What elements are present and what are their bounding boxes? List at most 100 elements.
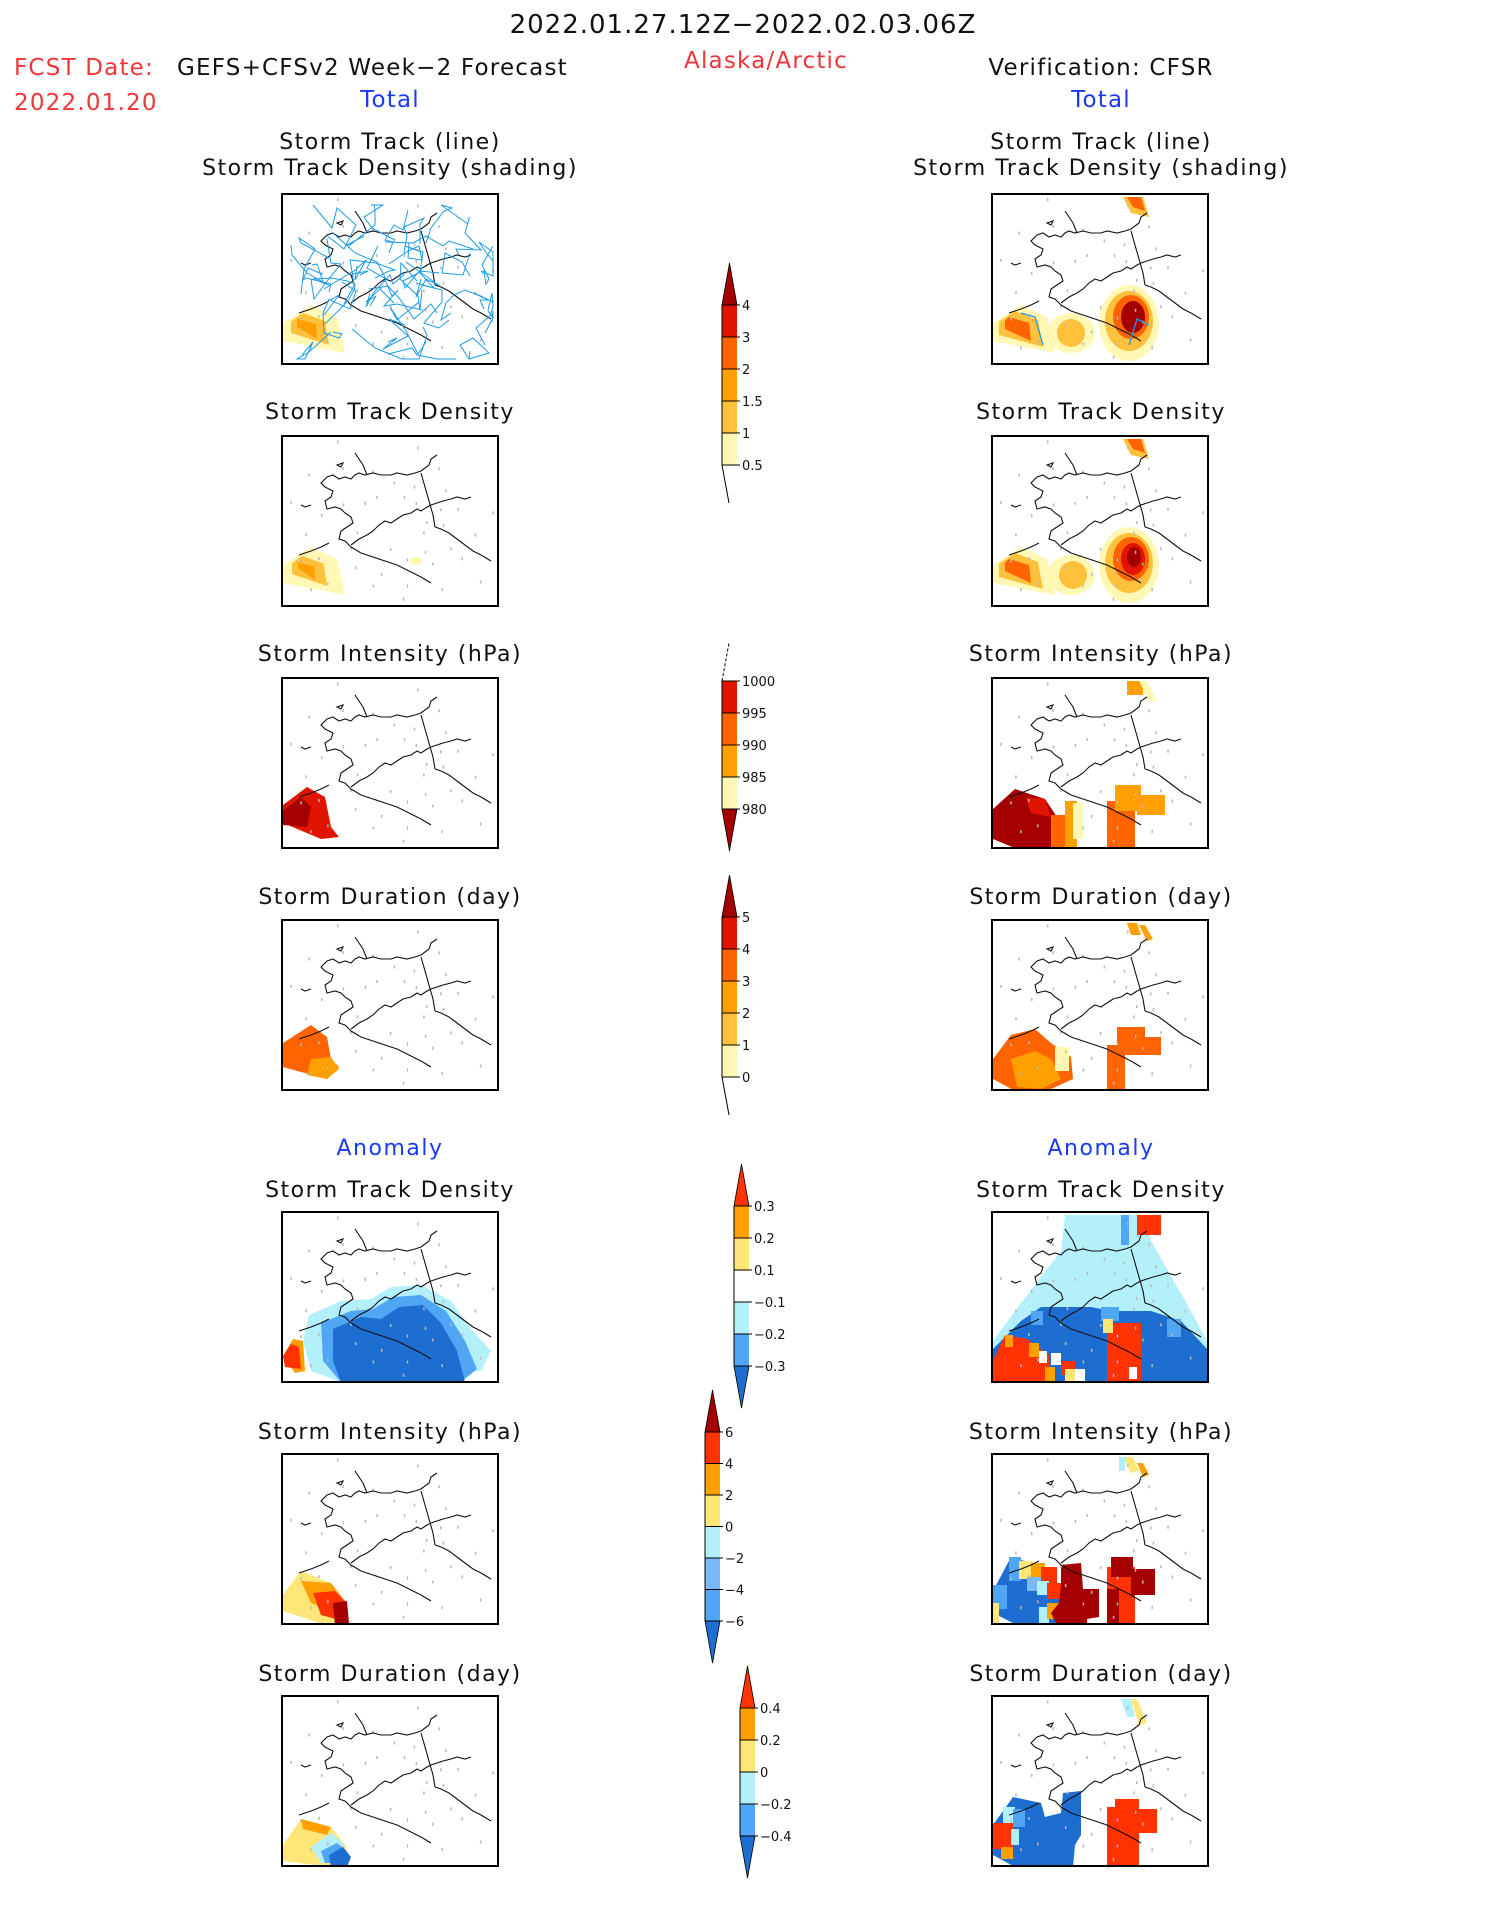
map-right-anom-intensity xyxy=(991,1453,1209,1625)
graticule-tick xyxy=(1074,1277,1077,1281)
storm-track-line xyxy=(459,337,490,360)
graticule-tick xyxy=(1133,1015,1135,1019)
anomaly-cell xyxy=(1137,1463,1149,1477)
graticule-tick xyxy=(372,470,374,474)
intensity-cell xyxy=(1115,785,1141,811)
graticule-tick xyxy=(1150,1526,1152,1530)
coastline-segment xyxy=(320,938,438,1032)
coastline xyxy=(298,452,492,584)
colorbar-tick-label: 985 xyxy=(742,771,767,786)
graticule-tick xyxy=(402,1857,405,1861)
coastline-segment xyxy=(1144,1544,1202,1580)
graticule-tick xyxy=(1103,481,1106,485)
graticule-tick xyxy=(457,1283,459,1287)
graticule-tick xyxy=(1082,470,1084,474)
graticule-tick xyxy=(406,342,409,346)
graticule-tick xyxy=(1134,1034,1137,1038)
coastline-segment xyxy=(1144,1010,1202,1046)
graticule-tick xyxy=(442,523,445,527)
colorbar-tick-label: −2 xyxy=(725,1552,744,1567)
colorbar-anom-intensity: 6 4 2 0 −2 −4 −6 xyxy=(704,1389,744,1664)
graticule-tick xyxy=(1064,1584,1067,1588)
colorbar-extend-min xyxy=(704,1620,721,1664)
graticule-tick xyxy=(1090,572,1093,576)
coastline-segment xyxy=(350,788,432,826)
graticule-tick xyxy=(305,533,307,537)
coastline-segment xyxy=(1130,1248,1146,1304)
graticule-tick xyxy=(423,1791,425,1795)
graticule-tick xyxy=(403,738,406,742)
graticule-tick xyxy=(1150,266,1152,270)
graticule-tick xyxy=(1052,225,1054,228)
map-right-anom-track-density xyxy=(991,1211,1209,1383)
graticule-tick xyxy=(1171,1333,1173,1337)
graticule-tick xyxy=(305,775,307,779)
graticule-tick xyxy=(1136,1297,1138,1300)
graticule-tick xyxy=(1136,1539,1138,1542)
right-title-anom-duration: Storm Duration (day) xyxy=(969,1662,1233,1687)
coastline-segment xyxy=(434,526,492,562)
coastline-segment xyxy=(335,1722,345,1728)
graticule-tick xyxy=(380,330,383,334)
storm-track-line xyxy=(399,261,423,311)
coastline-segment xyxy=(350,1514,472,1564)
graticule-tick xyxy=(1047,1458,1049,1462)
graticule-tick xyxy=(1052,503,1055,507)
graticule-tick xyxy=(1060,1323,1062,1326)
graticule-tick xyxy=(1037,1358,1039,1362)
colorbar-tick-label: 4 xyxy=(742,943,750,958)
coastline-segment xyxy=(320,1472,438,1566)
graticule-tick xyxy=(1018,715,1020,719)
graticule-tick xyxy=(1082,1730,1084,1734)
graticule-tick xyxy=(402,597,405,601)
graticule-tick xyxy=(1133,1307,1135,1311)
storm-track-line xyxy=(324,270,369,325)
graticule-tick xyxy=(1136,1005,1138,1008)
coastline-segment xyxy=(1064,1712,1078,1736)
storm-track-line xyxy=(484,310,494,334)
coastline xyxy=(1008,452,1202,584)
coastline-segment xyxy=(1060,1564,1142,1602)
graticule-tick xyxy=(356,531,359,535)
anomaly-cell xyxy=(1167,1319,1181,1337)
coastline-segment xyxy=(1064,452,1078,476)
graticule-tick xyxy=(1171,1575,1173,1579)
graticule-tick xyxy=(1112,839,1115,843)
graticule-tick xyxy=(424,1568,427,1572)
coastline-segment xyxy=(354,1470,368,1494)
colorbar-total-track-density: 4 3 2 1.5 1 0.5 xyxy=(721,262,763,504)
graticule-tick xyxy=(310,346,312,350)
left-title-anom-track-density: Storm Track Density xyxy=(265,1178,515,1203)
graticule-tick xyxy=(290,500,292,504)
colorbar-tick-label: 3 xyxy=(742,331,750,346)
graticule-tick xyxy=(424,1810,427,1814)
graticule-tick xyxy=(442,1541,445,1545)
coastline-segment xyxy=(1010,262,1022,266)
colorbar-tick-label: 980 xyxy=(742,803,767,818)
graticule-tick xyxy=(442,1299,445,1303)
graticule-tick xyxy=(1052,1279,1055,1283)
colorbar-tick-label: 4 xyxy=(725,1458,733,1473)
coastline-segment xyxy=(1045,1238,1055,1244)
coastline xyxy=(298,1470,492,1602)
graticule-tick xyxy=(432,1822,434,1826)
graticule-tick xyxy=(1134,550,1137,554)
graticule-tick xyxy=(354,1050,357,1054)
graticule-tick xyxy=(1148,709,1150,713)
graticule-tick xyxy=(354,1584,357,1588)
graticule-tick xyxy=(1082,1602,1085,1606)
coastline xyxy=(1008,210,1202,342)
graticule xyxy=(1000,924,1204,1085)
coastline-segment xyxy=(1030,454,1148,548)
graticule-tick xyxy=(372,584,375,588)
graticule-tick xyxy=(1189,1598,1192,1602)
graticule-tick xyxy=(380,572,383,576)
map-left-intensity xyxy=(281,677,499,849)
graticule-tick xyxy=(342,467,344,470)
anomaly-cell xyxy=(1111,1557,1133,1577)
graticule-tick xyxy=(1047,440,1049,444)
graticule-tick xyxy=(342,1521,345,1525)
graticule-tick xyxy=(1052,1521,1055,1525)
graticule-tick xyxy=(393,723,396,727)
graticule-tick xyxy=(1047,1700,1049,1704)
